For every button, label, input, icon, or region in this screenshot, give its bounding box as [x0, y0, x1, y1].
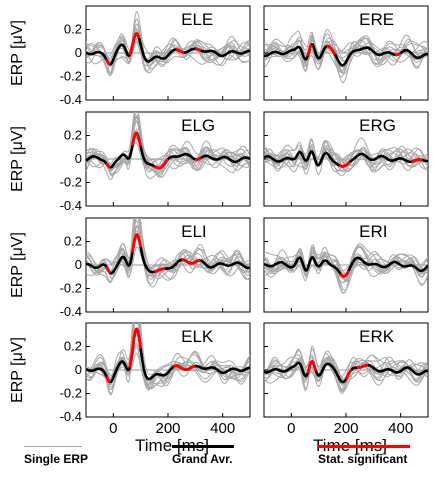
panel-eri: ERI: [263, 217, 429, 313]
x-tick-label: 0: [287, 420, 295, 437]
significant-segment: [411, 158, 423, 163]
y-tick-label: 0.2: [64, 128, 82, 143]
significant-segment: [153, 267, 166, 274]
significant-segment: [172, 364, 196, 372]
y-tick-label: -0.2: [60, 69, 82, 84]
y-tick-label: -0.2: [60, 281, 82, 296]
single-erp-group: [264, 28, 428, 84]
significant-segment: [105, 162, 111, 169]
panel-ere: ERE: [263, 5, 429, 101]
single-erp-trace: [264, 30, 428, 84]
y-axis-label: ERP [μV]: [9, 232, 26, 298]
y-tick-label: 0: [75, 257, 82, 272]
significant-segment: [181, 258, 202, 265]
y-tick-label: 0.2: [64, 339, 82, 354]
single-erp-trace: [264, 251, 428, 283]
y-tick-label: 0: [75, 151, 82, 166]
panel-label: ERG: [359, 116, 396, 135]
significant-segment: [153, 158, 170, 170]
significant-segment: [344, 368, 353, 380]
significant-segment: [306, 359, 318, 374]
significant-segment: [131, 232, 143, 253]
y-tick-label: -0.4: [60, 198, 82, 213]
x-tick-label: 400: [210, 420, 235, 437]
significant-segment: [131, 131, 143, 147]
x-tick-label: 0: [109, 420, 117, 437]
significant-segment: [105, 59, 111, 66]
single-erp-trace: [264, 139, 428, 173]
single-erp-group: [264, 242, 428, 294]
x-tick-label: 200: [333, 420, 358, 437]
significant-segment: [105, 375, 111, 384]
single-erp-trace: [86, 23, 250, 77]
x-tick-label: 200: [155, 420, 180, 437]
single-erp-trace: [86, 112, 250, 177]
y-tick-label: 0: [75, 45, 82, 60]
single-erp-trace: [264, 249, 428, 276]
panel-label: ELI: [181, 222, 207, 241]
single-erp-group: [86, 112, 250, 180]
panel-label: ELG: [181, 116, 215, 135]
y-axis-label: ERP [μV]: [9, 126, 26, 192]
y-tick-label: -0.2: [60, 175, 82, 190]
panel-eli: ELI -0.4 -0.2 0 0.2 ERP [μV]: [9, 217, 251, 319]
significant-segment: [339, 270, 350, 278]
legend-grand-avr-line: [172, 445, 234, 448]
significant-segment: [175, 48, 185, 54]
single-erp-trace: [86, 31, 250, 70]
single-erp-trace: [264, 149, 428, 171]
grand-average-trace: [86, 327, 250, 384]
y-tick-label: -0.4: [60, 409, 82, 424]
panel-label: ERI: [359, 222, 387, 241]
significant-segment: [338, 160, 351, 168]
y-axis-label: ERP [μV]: [9, 337, 26, 403]
significant-segment: [128, 327, 143, 368]
panel-label: ERK: [359, 327, 395, 346]
grand-average-trace: [86, 233, 250, 275]
single-erp-trace: [86, 232, 250, 273]
y-tick-label: 0.2: [64, 234, 82, 249]
y-tick-label: 0: [75, 362, 82, 377]
significant-segment: [356, 363, 368, 369]
y-axis-label: ERP [μV]: [9, 20, 26, 86]
y-tick-label: -0.4: [60, 304, 82, 319]
single-erp-trace: [264, 248, 428, 282]
legend-grand-avr-label: Grand Avr.: [172, 452, 233, 466]
legend-single-erp-label: Single ERP: [24, 452, 89, 466]
significant-segment: [195, 156, 202, 161]
single-erp-group: [86, 11, 250, 77]
legend-stat-significant-label: Stat. significant: [318, 452, 408, 466]
single-erp-group: [86, 323, 250, 396]
panel-label: ELK: [181, 327, 214, 346]
significant-segment: [306, 43, 313, 57]
significant-segment: [394, 51, 402, 57]
single-erp-trace: [264, 44, 428, 71]
single-erp-trace: [264, 350, 428, 391]
legend-stat-significant-line: [318, 445, 410, 448]
grand-average-trace: [86, 32, 250, 66]
panel-label: ERE: [359, 10, 394, 29]
legend-single-erp-line: [24, 446, 82, 447]
significant-segment: [105, 266, 112, 274]
single-erp-trace: [264, 354, 428, 384]
single-erp-trace: [264, 28, 428, 74]
panel-elg: ELG -0.4 -0.2 0 0.2 ERP [μV]: [9, 111, 251, 213]
y-tick-label: 0.2: [64, 22, 82, 37]
panel-erg: ERG: [263, 111, 429, 207]
single-erp-trace: [264, 39, 428, 65]
y-tick-label: -0.2: [60, 386, 82, 401]
single-erp-trace: [86, 323, 250, 390]
x-tick-label: 400: [388, 420, 413, 437]
panel-label: ELE: [181, 10, 213, 29]
panel-ele: ELE -0.4 -0.2 0 0.2 ERP [μV]: [9, 5, 251, 107]
significant-segment: [128, 32, 141, 56]
y-tick-label: -0.4: [60, 92, 82, 107]
significant-segment: [195, 47, 202, 52]
single-erp-trace: [86, 218, 250, 284]
significant-segment: [326, 44, 337, 56]
single-erp-group: [264, 137, 428, 177]
